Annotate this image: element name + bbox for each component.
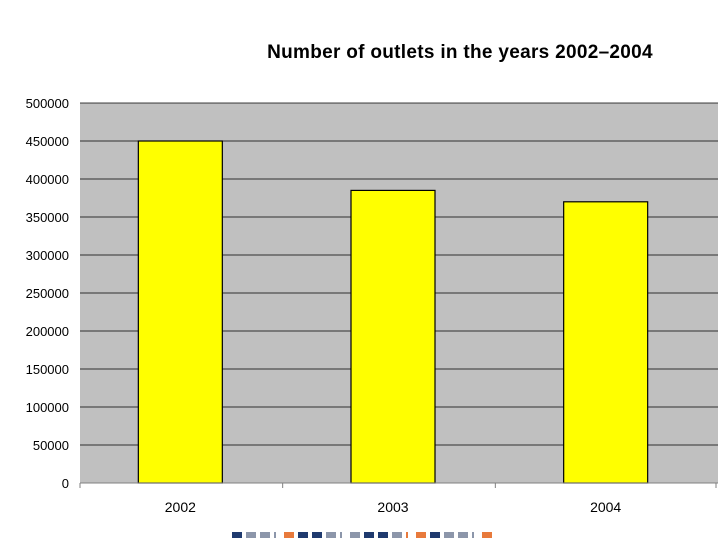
footer-decoration: [232, 532, 496, 538]
y-tick-label: 350000: [26, 210, 69, 225]
y-axis-tick-labels: 0 50000 100000 150000 200000 250000 300000 3500…: [26, 96, 69, 491]
footer-square: [458, 532, 468, 538]
x-axis-tick-labels: 2002 2003 2004: [165, 499, 622, 515]
footer-square: [340, 532, 342, 538]
footer-square: [284, 532, 294, 538]
footer-square: [232, 532, 242, 538]
y-tick-label: 450000: [26, 134, 69, 149]
y-tick-label: 300000: [26, 248, 69, 263]
footer-square: [378, 532, 388, 538]
chart-title: Number of outlets in the years 2002–2004: [267, 42, 653, 63]
bars: [137, 140, 649, 484]
y-tick-label: 500000: [26, 96, 69, 111]
footer-square: [392, 532, 402, 538]
footer-square: [472, 532, 474, 538]
footer-square: [482, 532, 492, 538]
y-tick-label: 400000: [26, 172, 69, 187]
footer-square: [298, 532, 308, 538]
footer-square: [406, 532, 408, 538]
y-tick-label: 50000: [33, 438, 69, 453]
footer-square: [260, 532, 270, 538]
y-tick-label: 0: [62, 476, 69, 491]
footer-square: [430, 532, 440, 538]
footer-square: [416, 532, 426, 538]
footer-square: [312, 532, 322, 538]
y-tick-label: 150000: [26, 362, 69, 377]
footer-square: [350, 532, 360, 538]
y-tick-label: 250000: [26, 286, 69, 301]
y-tick-label: 200000: [26, 324, 69, 339]
x-tick-label: 2004: [590, 499, 621, 515]
footer-square: [274, 532, 276, 538]
bar-2002: [137, 140, 223, 484]
x-tick-label: 2003: [377, 499, 408, 515]
footer-square: [246, 532, 256, 538]
footer-square: [326, 532, 336, 538]
y-tick-label: 100000: [26, 400, 69, 415]
footer-square: [364, 532, 374, 538]
bar-2004: [563, 201, 649, 484]
x-tick-label: 2002: [165, 499, 196, 515]
footer-square: [444, 532, 454, 538]
x-axis-tick-marks: [79, 483, 717, 488]
bar-2003: [350, 189, 436, 484]
